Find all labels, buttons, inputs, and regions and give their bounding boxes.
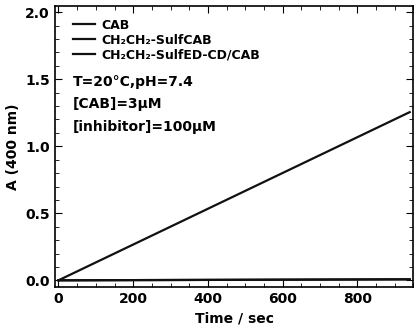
Text: [CAB]=3μM: [CAB]=3μM bbox=[72, 97, 162, 111]
X-axis label: Time / sec: Time / sec bbox=[194, 311, 274, 325]
Legend: CAB, CH₂CH₂-SulfCAB, CH₂CH₂-SulfED-CD/CAB: CAB, CH₂CH₂-SulfCAB, CH₂CH₂-SulfED-CD/CA… bbox=[72, 18, 262, 63]
Text: [inhibitor]=100μM: [inhibitor]=100μM bbox=[72, 120, 217, 134]
Y-axis label: A (400 nm): A (400 nm) bbox=[5, 103, 20, 190]
Text: T=20°C,pH=7.4: T=20°C,pH=7.4 bbox=[72, 75, 194, 89]
